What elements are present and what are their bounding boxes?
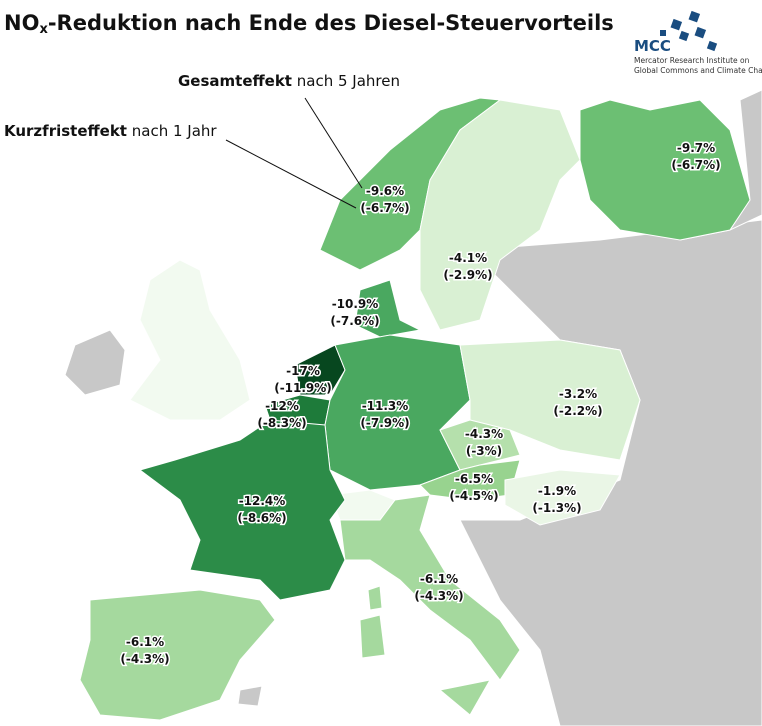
labels: -9.6% (-6.7%) -4.1% (-2.9%) -9.7% (-6.7%) -10.…	[119, 140, 722, 668]
region-short: (-7.6%)	[330, 314, 379, 328]
title-part: NO	[4, 11, 39, 35]
region-total: -12.4%	[239, 494, 286, 508]
region-total: -6.1%	[126, 635, 164, 649]
title-part: -Reduktion nach Ende des Diesel-Steuervo…	[48, 11, 614, 35]
annotation: Gesamteffekt nach 5 Jahren	[178, 72, 400, 90]
region-short: (-1.3%)	[532, 501, 581, 515]
region-short: (-8.3%)	[257, 416, 306, 430]
region	[79, 589, 276, 721]
region	[579, 99, 751, 241]
logo-text: Global Commons and Climate Change	[634, 66, 762, 75]
region-total: -4.1%	[449, 251, 487, 265]
region-short: (-7.9%)	[360, 416, 409, 430]
region-total: -1.9%	[538, 484, 576, 498]
region	[138, 419, 346, 601]
region-short: (-4.3%)	[120, 652, 169, 666]
region-short: (-6.7%)	[360, 201, 409, 215]
region-short: (-6.7%)	[671, 158, 720, 172]
region	[294, 344, 346, 396]
logo: MCC Mercator Research Institute on Globa…	[634, 10, 762, 75]
region	[339, 494, 521, 716]
region	[419, 459, 521, 501]
region-total: -6.1%	[420, 572, 458, 586]
annotation-bold: Kurzfristeffekt	[4, 122, 127, 140]
leader-lines	[225, 97, 363, 209]
leader-line	[304, 97, 363, 189]
region-short: (-4.3%)	[414, 589, 463, 603]
region-total: -3.2%	[559, 387, 597, 401]
region	[504, 469, 621, 526]
logo-text: Mercator Research Institute on	[634, 56, 750, 65]
regions	[79, 97, 751, 721]
grey-land	[237, 685, 263, 707]
uk	[129, 259, 251, 421]
background-land	[64, 89, 762, 726]
region-total: -10.9%	[332, 297, 379, 311]
title: NOx-Reduktion nach Ende des Diesel-Steue…	[4, 11, 614, 37]
region-short: (-11.9%)	[274, 381, 332, 395]
annotation: Kurzfristeffekt nach 1 Jahr	[4, 122, 217, 140]
title-sub: x	[39, 22, 48, 37]
logo-acronym: MCC	[634, 37, 671, 55]
region-short: (-8.6%)	[237, 511, 286, 525]
region-total: -6.5%	[455, 472, 493, 486]
region-short: (-2.2%)	[553, 404, 602, 418]
leader-line	[225, 139, 357, 209]
region-short: (-2.9%)	[443, 268, 492, 282]
region-total: -9.6%	[366, 184, 404, 198]
region	[459, 339, 641, 461]
annotation-rest: nach 1 Jahr	[127, 122, 217, 140]
grey-land	[64, 329, 126, 396]
region	[419, 99, 581, 331]
region-total: -11.3%	[362, 399, 409, 413]
region-total: -12%	[265, 399, 299, 413]
annotation-rest: nach 5 Jahren	[292, 72, 400, 90]
region-short: (-3%)	[466, 444, 502, 458]
region-total: -4.3%	[465, 427, 503, 441]
region-total: -9.7%	[677, 141, 715, 155]
region-short: (-4.5%)	[449, 489, 498, 503]
region	[354, 279, 422, 338]
annotation-bold: Gesamteffekt	[178, 72, 292, 90]
region-total: -17%	[286, 364, 320, 378]
